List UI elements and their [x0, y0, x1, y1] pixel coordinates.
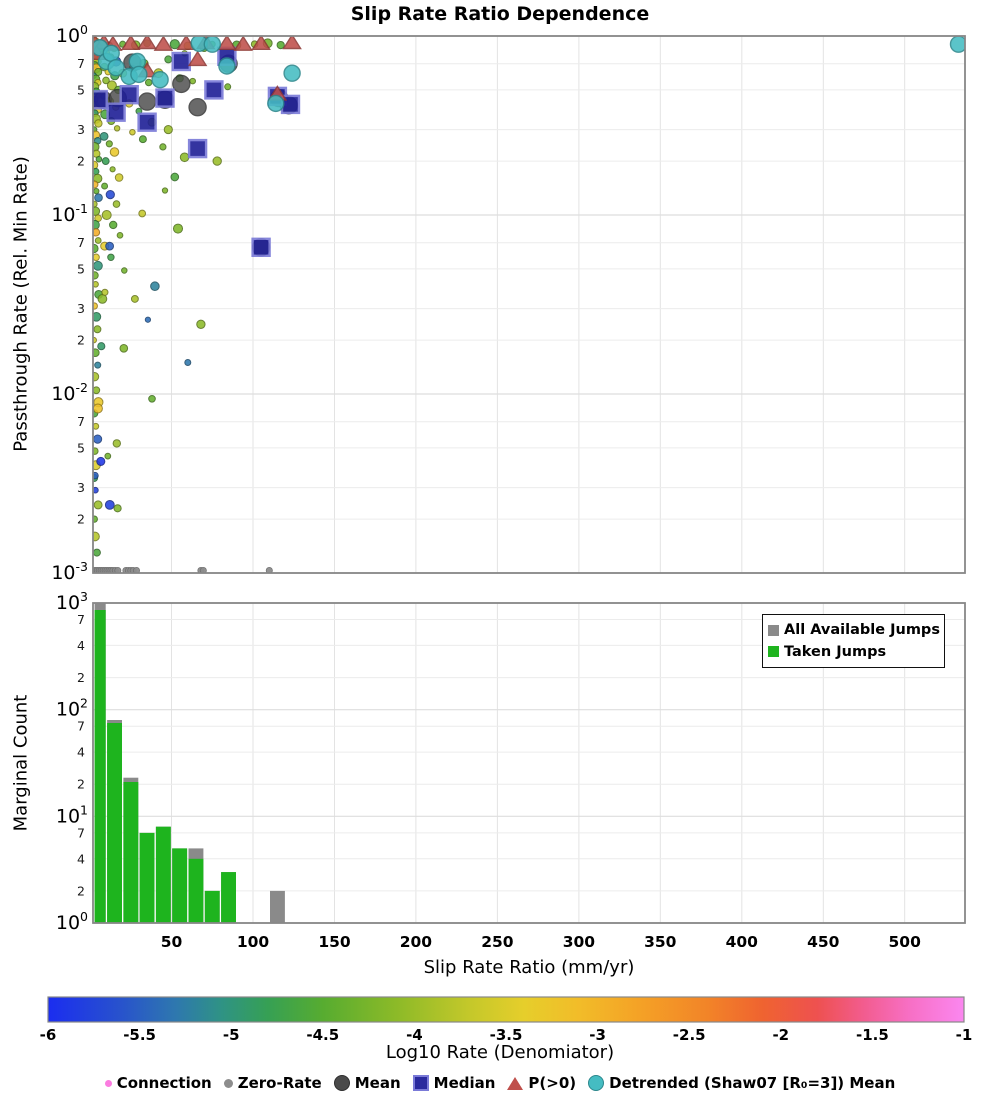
svg-text:3: 3 [77, 301, 85, 316]
svg-text:-1.5: -1.5 [856, 1026, 889, 1044]
svg-text:3: 3 [77, 480, 85, 495]
svg-text:400: 400 [726, 933, 759, 951]
svg-text:-5.5: -5.5 [123, 1026, 156, 1044]
svg-text:-2: -2 [772, 1026, 789, 1044]
histogram-legend: All Available Jumps Taken Jumps [762, 614, 945, 668]
svg-text:2: 2 [77, 777, 85, 792]
svg-text:10-2: 10-2 [51, 380, 88, 405]
green-swatch-icon [768, 646, 779, 658]
legend-label: Median [433, 1074, 496, 1092]
svg-text:10-3: 10-3 [51, 559, 88, 584]
svg-text:-3.5: -3.5 [490, 1026, 523, 1044]
teal-circle-icon [588, 1075, 605, 1091]
histogram-bars [94, 603, 285, 923]
marker-legend: Connection Zero-Rate Mean Median P(>0) D… [0, 1074, 1000, 1092]
svg-text:100: 100 [56, 22, 88, 47]
svg-text:101: 101 [56, 802, 88, 827]
svg-text:-4.5: -4.5 [306, 1026, 339, 1044]
svg-text:450: 450 [807, 933, 840, 951]
mean-circle-icon [333, 1075, 350, 1091]
scatter-y-axis-label: Passthrough Rate (Rel. Min Rate) [10, 156, 32, 452]
red-triangle-icon [507, 1076, 524, 1090]
legend-item-taken-jumps: Taken Jumps [768, 644, 939, 660]
svg-text:-4: -4 [406, 1026, 423, 1044]
histogram-panel-border [92, 602, 966, 924]
scatter-grid [93, 35, 965, 574]
colorbar [47, 996, 965, 1023]
legend-label: Connection [116, 1074, 212, 1092]
colorbar-label: Log10 Rate (Denomiator) [385, 1042, 615, 1063]
svg-text:4: 4 [77, 851, 85, 866]
svg-text:5: 5 [77, 440, 85, 455]
svg-text:7: 7 [77, 825, 85, 840]
legend-label: All Available Jumps [784, 622, 940, 639]
svg-text:103: 103 [56, 589, 88, 614]
chart-title: Slip Rate Ratio Dependence [350, 3, 650, 25]
x-ticks: 50 100 150 200 250 300 350 400 450 500 [161, 933, 921, 951]
scatter-panel-border [92, 35, 966, 574]
svg-text:250: 250 [481, 933, 514, 951]
median-square-icon [412, 1075, 429, 1091]
svg-text:2: 2 [77, 333, 85, 348]
svg-text:100: 100 [237, 933, 270, 951]
svg-text:2: 2 [77, 883, 85, 898]
legend-label: P(>0) [528, 1074, 577, 1092]
gray-dot-icon [223, 1078, 233, 1088]
legend-label: Mean [354, 1074, 401, 1092]
legend-item-connection: Connection [104, 1074, 212, 1092]
scatter-points [93, 36, 965, 573]
legend-item-all-available-jumps: All Available Jumps [768, 622, 940, 639]
svg-text:500: 500 [889, 933, 922, 951]
svg-text:7: 7 [77, 56, 85, 71]
histogram-y-ticks: 103 102 101 100 7 4 2 7 4 2 7 4 2 [56, 589, 88, 934]
svg-text:-6: -6 [40, 1026, 57, 1044]
histogram-y-axis-label: Marginal Count [10, 694, 32, 832]
legend-item-median: Median [412, 1074, 496, 1092]
x-axis-label: Slip Rate Ratio (mm/yr) [423, 957, 635, 978]
svg-text:150: 150 [318, 933, 351, 951]
pink-dot-icon [104, 1079, 112, 1087]
svg-text:350: 350 [644, 933, 677, 951]
svg-text:4: 4 [77, 638, 85, 653]
svg-text:-3: -3 [589, 1026, 606, 1044]
svg-text:7: 7 [77, 235, 85, 250]
legend-item-mean: Mean [333, 1074, 401, 1092]
legend-item-detrended-mean: Detrended (Shaw07 [R₀=3]) Mean [588, 1074, 895, 1092]
legend-item-zero-rate: Zero-Rate [223, 1074, 322, 1092]
svg-text:3: 3 [77, 122, 85, 137]
svg-text:4: 4 [77, 745, 85, 760]
gray-swatch-icon [768, 624, 779, 636]
svg-text:-5: -5 [223, 1026, 240, 1044]
svg-text:102: 102 [56, 696, 88, 721]
svg-text:-2.5: -2.5 [673, 1026, 706, 1044]
svg-text:5: 5 [77, 82, 85, 97]
legend-label: Taken Jumps [784, 643, 887, 660]
scatter-y-ticks: 100 10-1 10-2 10-3 7 5 3 2 7 5 3 2 7 5 3 2 [51, 22, 88, 584]
svg-text:2: 2 [77, 154, 85, 169]
legend-label: Zero-Rate [237, 1074, 322, 1092]
legend-item-p-gt-0: P(>0) [507, 1074, 576, 1092]
svg-text:7: 7 [77, 719, 85, 734]
legend-label: Detrended (Shaw07 [R₀=3]) Mean [609, 1074, 896, 1092]
svg-text:300: 300 [563, 933, 596, 951]
svg-text:2: 2 [77, 512, 85, 527]
svg-text:50: 50 [161, 933, 183, 951]
svg-text:5: 5 [77, 261, 85, 276]
svg-text:200: 200 [400, 933, 433, 951]
svg-text:-1: -1 [956, 1026, 973, 1044]
svg-text:10-1: 10-1 [51, 201, 88, 226]
colorbar-ticks: -6 -5.5 -5 -4.5 -4 -3.5 -3 -2.5 -2 -1.5 -1 [40, 1026, 973, 1044]
svg-text:7: 7 [77, 414, 85, 429]
svg-text:7: 7 [77, 612, 85, 627]
svg-text:2: 2 [77, 670, 85, 685]
svg-text:100: 100 [56, 909, 88, 934]
